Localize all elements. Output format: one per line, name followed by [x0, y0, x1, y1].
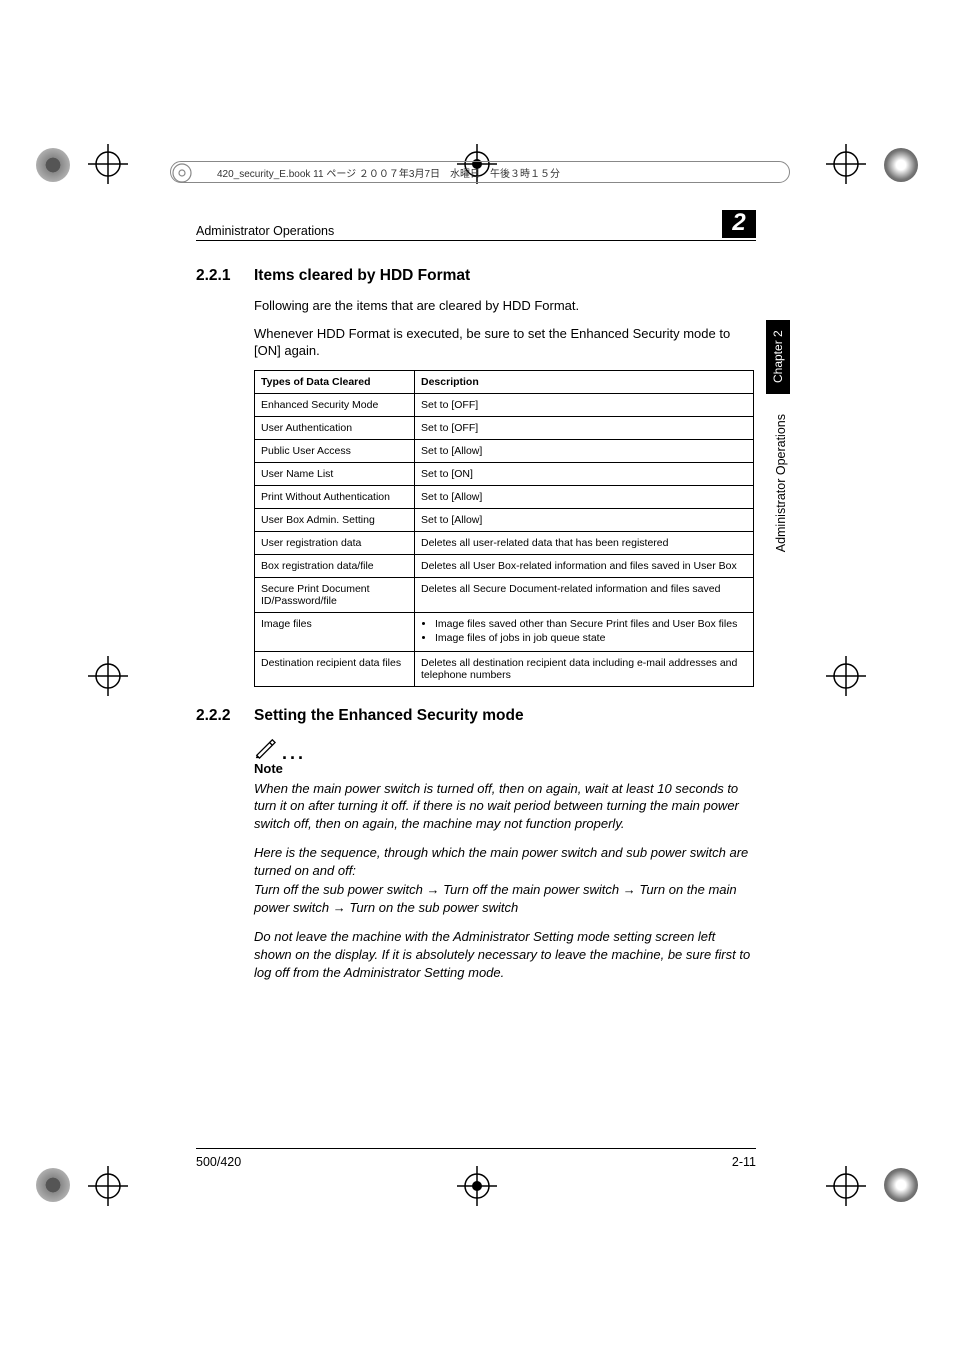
- corner-decoration: [884, 148, 918, 182]
- table-row: Image filesImage files saved other than …: [255, 612, 754, 651]
- note-label: Note: [254, 761, 756, 776]
- table-header: Description: [415, 370, 754, 393]
- note-paragraph: Here is the sequence, through which the …: [254, 844, 756, 879]
- table-row: Secure Print Document ID/Password/fileDe…: [255, 577, 754, 612]
- side-chapter-tab: Chapter 2: [766, 320, 790, 394]
- table-header-row: Types of Data Cleared Description: [255, 370, 754, 393]
- table-cell: Set to [Allow]: [415, 485, 754, 508]
- chapter-number-box: 2: [722, 210, 756, 238]
- running-head-title: Administrator Operations: [196, 224, 334, 238]
- table-row: User Box Admin. SettingSet to [Allow]: [255, 508, 754, 531]
- section-heading: 2.2.1 Items cleared by HDD Format: [196, 267, 756, 285]
- registration-mark: [88, 1166, 128, 1206]
- table-row: Box registration data/fileDeletes all Us…: [255, 554, 754, 577]
- footer-page-number: 2-11: [732, 1155, 756, 1169]
- registration-mark: [457, 1166, 497, 1206]
- table-cell: Deletes all destination recipient data i…: [415, 651, 754, 686]
- section-number: 2.2.1: [196, 267, 240, 285]
- table-cell: Box registration data/file: [255, 554, 415, 577]
- binder-icon: [165, 156, 199, 190]
- page-footer: 500/420 2-11: [196, 1148, 756, 1169]
- corner-decoration: [36, 1168, 70, 1202]
- table-row: User Name ListSet to [ON]: [255, 462, 754, 485]
- file-header-bar: 420_security_E.book 11 ページ ２００７年3月7日 水曜日…: [170, 161, 790, 183]
- section-title: Items cleared by HDD Format: [254, 267, 470, 285]
- file-header-text: 420_security_E.book 11 ページ ２００７年3月7日 水曜日…: [217, 165, 560, 180]
- table-row: User AuthenticationSet to [OFF]: [255, 416, 754, 439]
- footer-model: 500/420: [196, 1155, 241, 1169]
- table-row: Enhanced Security ModeSet to [OFF]: [255, 393, 754, 416]
- table-cell: Image files: [255, 612, 415, 651]
- hdd-format-table: Types of Data Cleared Description Enhanc…: [254, 370, 754, 687]
- registration-mark: [826, 656, 866, 696]
- registration-mark: [88, 656, 128, 696]
- page-content: Administrator Operations 2 2.2.1 Items c…: [196, 210, 756, 993]
- body-paragraph: Following are the items that are cleared…: [254, 297, 756, 315]
- note-paragraph: Turn off the sub power switch → Turn off…: [254, 881, 756, 916]
- table-row: User registration dataDeletes all user-r…: [255, 531, 754, 554]
- side-section-label: Administrator Operations: [774, 414, 788, 552]
- table-cell: Deletes all Secure Document-related info…: [415, 577, 754, 612]
- table-cell: User registration data: [255, 531, 415, 554]
- table-cell: Set to [Allow]: [415, 508, 754, 531]
- registration-mark: [826, 144, 866, 184]
- note-paragraph: When the main power switch is turned off…: [254, 780, 756, 833]
- table-cell: Secure Print Document ID/Password/file: [255, 577, 415, 612]
- corner-decoration: [36, 148, 70, 182]
- table-cell: Set to [Allow]: [415, 439, 754, 462]
- note-icon: ...: [254, 737, 756, 759]
- table-row: Destination recipient data filesDeletes …: [255, 651, 754, 686]
- table-cell: Public User Access: [255, 439, 415, 462]
- table-header: Types of Data Cleared: [255, 370, 415, 393]
- table-cell: Print Without Authentication: [255, 485, 415, 508]
- running-head: Administrator Operations 2: [196, 210, 756, 241]
- note-dots: ...: [282, 747, 306, 759]
- corner-decoration: [884, 1168, 918, 1202]
- table-cell: User Authentication: [255, 416, 415, 439]
- table-row: Print Without AuthenticationSet to [Allo…: [255, 485, 754, 508]
- section-title: Setting the Enhanced Security mode: [254, 707, 524, 725]
- table-row: Public User AccessSet to [Allow]: [255, 439, 754, 462]
- table-cell: Set to [ON]: [415, 462, 754, 485]
- registration-mark: [826, 1166, 866, 1206]
- body-paragraph: Whenever HDD Format is executed, be sure…: [254, 325, 756, 360]
- table-cell: Set to [OFF]: [415, 393, 754, 416]
- table-cell: Enhanced Security Mode: [255, 393, 415, 416]
- section-number: 2.2.2: [196, 707, 240, 725]
- table-cell: Image files saved other than Secure Prin…: [415, 612, 754, 651]
- table-cell: Set to [OFF]: [415, 416, 754, 439]
- table-cell: Deletes all user-related data that has b…: [415, 531, 754, 554]
- table-cell: Deletes all User Box-related information…: [415, 554, 754, 577]
- table-cell: User Box Admin. Setting: [255, 508, 415, 531]
- table-cell: Destination recipient data files: [255, 651, 415, 686]
- section-heading: 2.2.2 Setting the Enhanced Security mode: [196, 707, 756, 725]
- table-cell: User Name List: [255, 462, 415, 485]
- registration-mark: [88, 144, 128, 184]
- note-paragraph: Do not leave the machine with the Admini…: [254, 928, 756, 981]
